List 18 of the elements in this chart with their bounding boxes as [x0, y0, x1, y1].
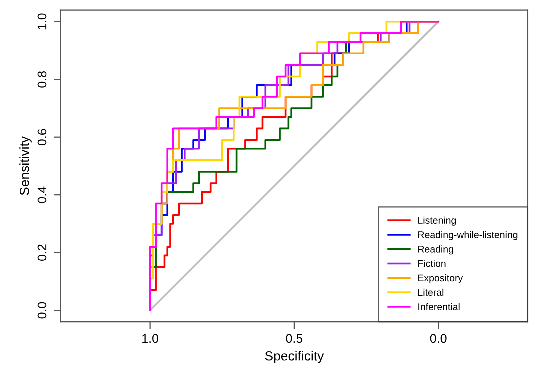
- y-tick-label: 0.4: [38, 186, 47, 204]
- legend-label: Reading-while-listening: [418, 231, 518, 240]
- legend-label: Inferential: [418, 303, 460, 310]
- x-tick-label: 1.0: [142, 334, 159, 344]
- legend-label: Expository: [418, 274, 464, 284]
- y-tick-label: 0.6: [38, 129, 47, 146]
- legend-label: Literal: [418, 288, 444, 296]
- y-tick-label: 1.0: [38, 14, 47, 30]
- y-tick-label: 0.8: [38, 71, 47, 88]
- y-tick-label: 0.2: [38, 244, 47, 262]
- x-tick-label: 0.5: [286, 334, 303, 344]
- legend-label: Listening: [418, 216, 456, 226]
- legend-label: Fiction: [418, 260, 446, 268]
- y-tick-label: 0.0: [38, 302, 47, 319]
- x-axis-title: Specificity: [265, 351, 324, 364]
- x-tick-label: 0.0: [430, 334, 447, 344]
- y-axis-title: Sensitivity: [20, 136, 32, 196]
- legend-label: Reading: [418, 246, 454, 255]
